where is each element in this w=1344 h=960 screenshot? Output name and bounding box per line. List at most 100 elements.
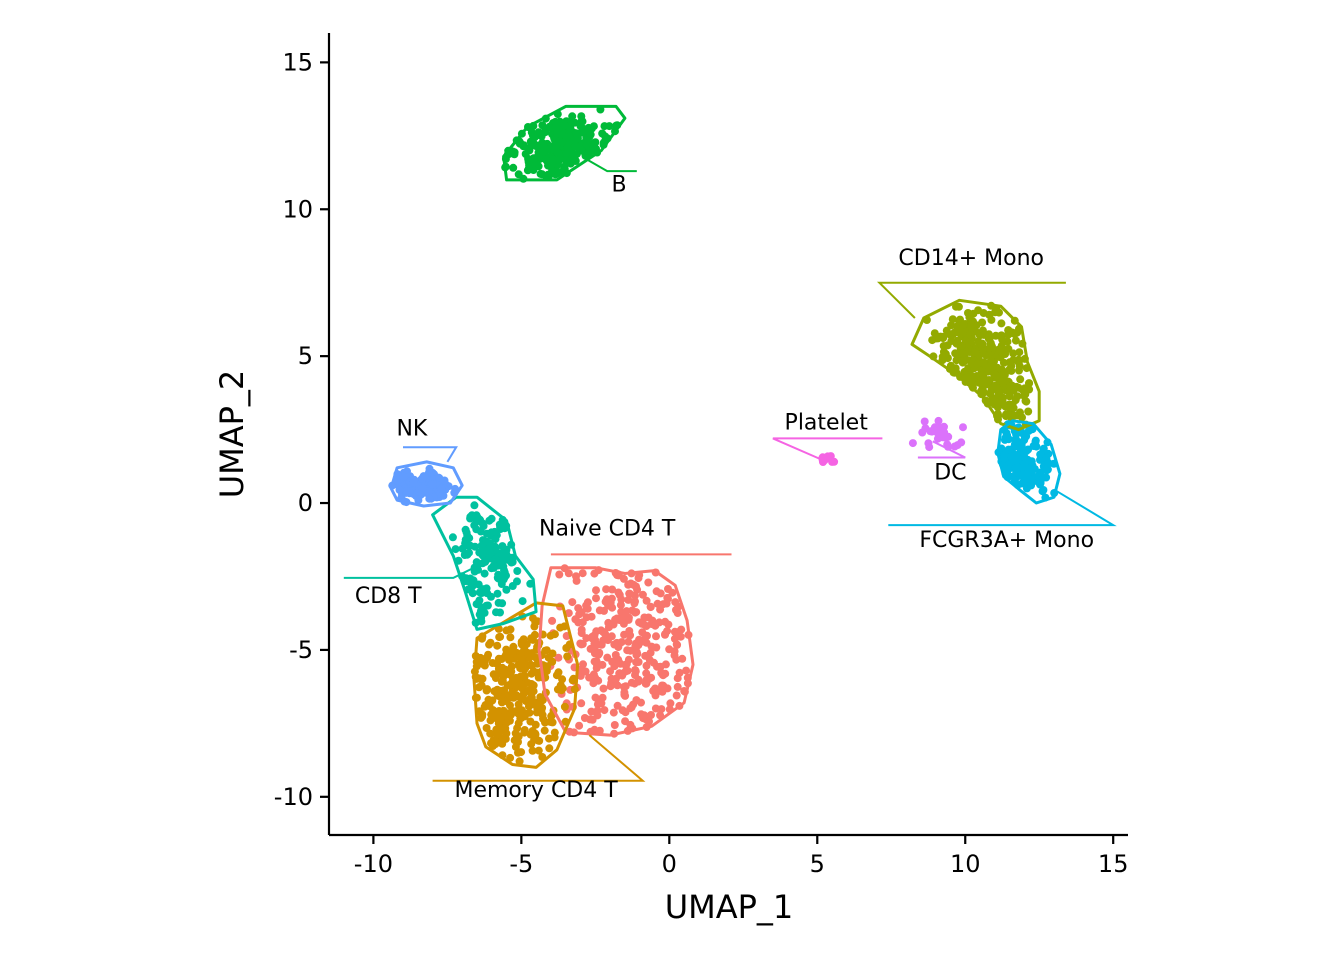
- data-point: [957, 327, 966, 336]
- data-point: [934, 416, 943, 425]
- data-point: [500, 686, 509, 695]
- data-point: [494, 570, 503, 579]
- data-point: [512, 707, 521, 715]
- data-point: [971, 348, 980, 357]
- data-point: [448, 533, 457, 542]
- cluster-label-cd8-t: CD8 T: [355, 584, 422, 609]
- data-point: [607, 632, 616, 641]
- data-point: [541, 646, 550, 655]
- data-point: [987, 315, 996, 324]
- data-point: [682, 666, 691, 675]
- data-point: [590, 649, 599, 658]
- data-point: [1024, 426, 1033, 435]
- data-point: [475, 596, 484, 605]
- data-point: [510, 150, 519, 159]
- data-point: [568, 112, 577, 121]
- data-point: [576, 639, 585, 648]
- data-point: [644, 578, 653, 587]
- data-point: [517, 694, 526, 703]
- x-tick-label: -10: [354, 850, 393, 878]
- data-point: [647, 711, 655, 719]
- data-point: [545, 122, 554, 131]
- data-point: [437, 485, 446, 494]
- data-point: [486, 638, 495, 647]
- cluster-points-memory-cd4-t: [470, 612, 579, 766]
- label-connector-b: [586, 158, 637, 173]
- cluster-label-naive-cd4-t: Naive CD4 T: [539, 516, 676, 541]
- data-point: [985, 344, 994, 353]
- data-point: [1009, 455, 1018, 464]
- data-point: [940, 433, 949, 442]
- data-point: [995, 346, 1004, 355]
- data-point: [586, 147, 595, 156]
- cluster-labels-layer: Naive CD4 T Memory CD4 T CD14+ Mono B CD8 T N…: [355, 173, 1094, 803]
- data-point: [513, 567, 522, 575]
- data-point: [1025, 385, 1034, 394]
- data-point: [985, 332, 994, 341]
- data-point: [673, 682, 682, 691]
- data-point: [463, 550, 472, 559]
- x-tick-label: 10: [950, 850, 981, 878]
- data-point: [1044, 449, 1053, 458]
- label-connector-nk: [403, 446, 458, 463]
- data-point: [979, 372, 988, 381]
- data-point: [485, 546, 494, 555]
- data-point: [556, 623, 565, 632]
- data-point: [979, 358, 988, 367]
- data-point: [506, 625, 515, 634]
- data-point: [627, 678, 636, 687]
- data-point: [514, 170, 523, 179]
- data-point: [513, 724, 522, 733]
- data-point: [920, 417, 929, 426]
- data-point: [528, 697, 537, 706]
- data-point: [536, 693, 545, 702]
- data-point: [953, 441, 962, 450]
- cluster-label-platelet: Platelet: [785, 411, 869, 436]
- data-point: [530, 133, 539, 142]
- data-point: [647, 642, 656, 651]
- data-point: [472, 517, 481, 526]
- data-point: [610, 640, 619, 649]
- data-point: [508, 582, 517, 590]
- data-point: [659, 600, 668, 609]
- data-point: [599, 636, 608, 645]
- cluster-label-memory-cd4-t: Memory CD4 T: [454, 778, 618, 803]
- data-point: [595, 698, 604, 707]
- points-layer: [388, 105, 1059, 766]
- data-point: [497, 580, 506, 588]
- data-point: [1005, 403, 1014, 412]
- data-point: [1011, 336, 1020, 345]
- data-point: [477, 614, 486, 622]
- data-point: [478, 659, 487, 667]
- cluster-outline-cd8-t: [431, 495, 538, 631]
- x-axis-title: UMAP_1: [665, 888, 794, 926]
- data-point: [638, 590, 647, 599]
- data-point: [600, 706, 609, 715]
- data-point: [624, 613, 633, 622]
- data-point: [1032, 442, 1041, 451]
- data-point: [1024, 407, 1033, 416]
- data-point: [491, 542, 500, 551]
- data-point: [498, 599, 507, 608]
- data-point: [535, 736, 544, 745]
- data-point: [998, 397, 1007, 406]
- data-point: [538, 170, 547, 179]
- data-point: [1010, 330, 1019, 339]
- data-point: [409, 479, 418, 487]
- data-point: [552, 141, 561, 150]
- cluster-points-platelet: [818, 452, 839, 466]
- data-point: [494, 712, 503, 721]
- data-point: [531, 729, 540, 738]
- cluster-outlines-layer: [389, 104, 1062, 769]
- data-point: [461, 525, 470, 534]
- data-point: [1004, 330, 1012, 339]
- data-point: [626, 720, 635, 729]
- data-point: [619, 574, 628, 583]
- data-point: [491, 737, 500, 746]
- data-point: [625, 589, 634, 598]
- data-point: [1044, 459, 1053, 468]
- data-point: [478, 674, 487, 683]
- data-point: [395, 485, 404, 494]
- data-point: [529, 139, 538, 148]
- data-point: [620, 690, 629, 699]
